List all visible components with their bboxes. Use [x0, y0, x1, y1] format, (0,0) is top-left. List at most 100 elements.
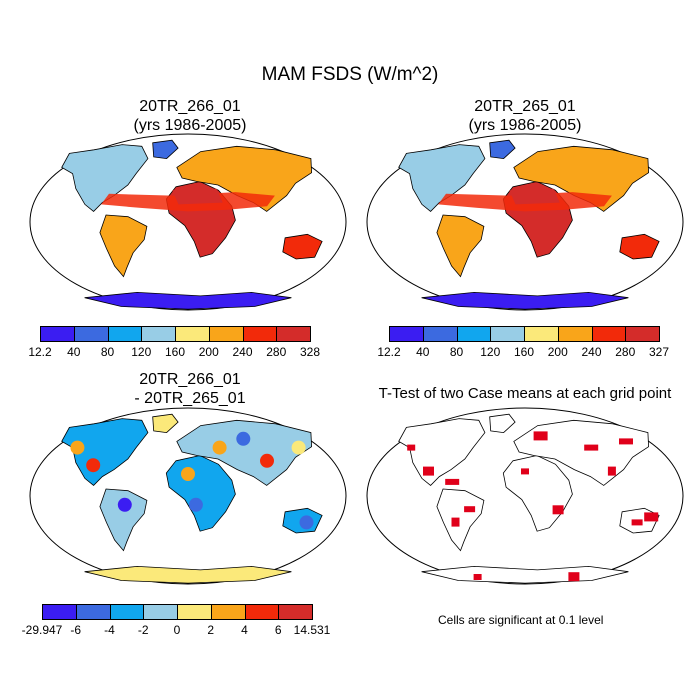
colorbar-tick-label: 240 [581, 345, 602, 359]
world-map-3 [29, 407, 347, 585]
diff-patch [188, 497, 203, 512]
continent-australia [619, 233, 660, 260]
colorbar-tick-label: 328 [299, 345, 321, 359]
diff-patch [212, 440, 227, 455]
panel-4-title: T-Test of two Case means at each grid po… [340, 384, 700, 403]
world-map-4 [366, 407, 684, 585]
significant-cell [407, 444, 416, 451]
diff-patch [86, 458, 101, 473]
continent-antarctica [84, 291, 292, 310]
panel-1-title-line2: (yrs 1986-2005) [133, 117, 247, 134]
world-map-2 [366, 133, 684, 311]
diff-patch [299, 515, 314, 530]
panel-3-title-line2: - 20TR_265_01 [134, 390, 246, 407]
sahara-max [172, 188, 223, 205]
colorbar-swatch [490, 326, 525, 342]
colorbar-tick-label: 200 [547, 345, 568, 359]
colorbar-swatch [524, 326, 559, 342]
colorbar-swatch [141, 326, 176, 342]
colorbar-tick-label: 280 [615, 345, 636, 359]
continent-samerica [99, 488, 148, 552]
figure-title: MAM FSDS (W/m^2) [261, 64, 439, 85]
continent-eurasia [176, 419, 313, 486]
continent-samerica [436, 214, 485, 278]
diff-patch [236, 431, 251, 446]
colorbar-tick-label: 40 [67, 345, 81, 359]
panel-3-title: 20TR_266_01 - 20TR_265_01 [30, 370, 350, 408]
panel-3-title-line1: 20TR_266_01 [139, 371, 241, 388]
colorbar-tick-label: 327 [648, 345, 670, 359]
significant-cell [533, 431, 548, 441]
diff-patch [70, 440, 85, 455]
significant-cell [644, 512, 659, 522]
continent-samerica [436, 488, 485, 552]
colorbar-tick-label: 6 [274, 623, 282, 637]
colorbar-tick-label: 40 [416, 345, 430, 359]
colorbar-tick-label: 12.2 [377, 345, 401, 359]
colorbar-swatch [591, 326, 627, 342]
significant-cell [423, 466, 434, 476]
colorbar-panel-2: 12.2 40 80 120 160 200 240 280 327 [377, 326, 669, 359]
colorbar-tick-label: 120 [131, 345, 152, 359]
colorbar-swatch [40, 326, 75, 342]
significant-cell [619, 438, 633, 445]
colorbar-swatch [242, 326, 278, 342]
significant-cell [451, 517, 460, 527]
panel-4-title-line1: T-Test of two Case means at each grid po… [378, 385, 672, 402]
colorbar-swatch [143, 604, 178, 620]
colorbar-tick-label: -2 [137, 623, 149, 637]
continent-greenland [152, 139, 179, 160]
diff-patch [260, 453, 274, 468]
continent-namerica [398, 418, 486, 486]
panel-1-title: 20TR_266_01 (yrs 1986-2005) [30, 97, 350, 135]
world-map-1 [29, 133, 347, 311]
colorbar-tick-label: -4 [104, 623, 115, 637]
continent-antarctica [421, 565, 629, 584]
colorbar-tick-label: 0 [173, 623, 181, 637]
continent-samerica [99, 214, 148, 278]
colorbar-swatch [42, 604, 77, 620]
colorbar-swatch [278, 604, 313, 620]
colorbar-swatch [557, 326, 593, 342]
significant-cell [521, 468, 529, 475]
colorbar-swatch [177, 604, 212, 620]
sahara-max [509, 188, 560, 205]
colorbar-panel-1: 12.2 40 80 120 160 200 240 280 328 [28, 326, 320, 359]
colorbar-tick-label: -6 [70, 623, 82, 637]
panel-1-title-line1: 20TR_266_01 [139, 98, 241, 115]
significant-cell [584, 444, 599, 451]
panel-2-title-line1: 20TR_265_01 [474, 98, 576, 115]
colorbar-swatch [389, 326, 424, 342]
colorbar-tick-label: 200 [198, 345, 219, 359]
significant-cell [631, 519, 643, 526]
continent-greenland [489, 139, 516, 160]
colorbar-swatch [107, 326, 143, 342]
continent-antarctica [421, 291, 629, 310]
colorbar-tick-label: 2 [207, 623, 215, 637]
colorbar-swatch [276, 326, 311, 342]
colorbar-swatch [456, 326, 492, 342]
colorbar-swatch [208, 326, 244, 342]
colorbar-swatch [73, 326, 109, 342]
colorbar-tick-label: 160 [513, 345, 535, 359]
colorbar-tick-label: -29.947 [21, 623, 63, 637]
colorbar-tick-label: 4 [241, 623, 248, 637]
diff-patch [181, 467, 195, 481]
diff-patch [291, 440, 306, 455]
continent-eurasia [513, 145, 650, 212]
colorbar-swatch [75, 604, 111, 620]
continent-australia [282, 233, 323, 260]
colorbar-swatch [175, 326, 210, 342]
colorbar-panel-3: -29.947 -6 -4 -2 0 2 4 6 14.531 [22, 604, 330, 637]
colorbar-tick-label: 280 [266, 345, 287, 359]
colorbar-swatch [625, 326, 660, 342]
continent-greenland [152, 413, 179, 434]
continent-antarctica [84, 565, 292, 584]
significant-cell [445, 478, 460, 485]
colorbar-tick-label: 240 [232, 345, 253, 359]
significance-note: Cells are significant at 0.1 level [438, 613, 604, 627]
panel-2-title-line2: (yrs 1986-2005) [468, 117, 582, 134]
colorbar-tick-label: 12.2 [28, 345, 52, 359]
colorbar-tick-label: 120 [480, 345, 501, 359]
